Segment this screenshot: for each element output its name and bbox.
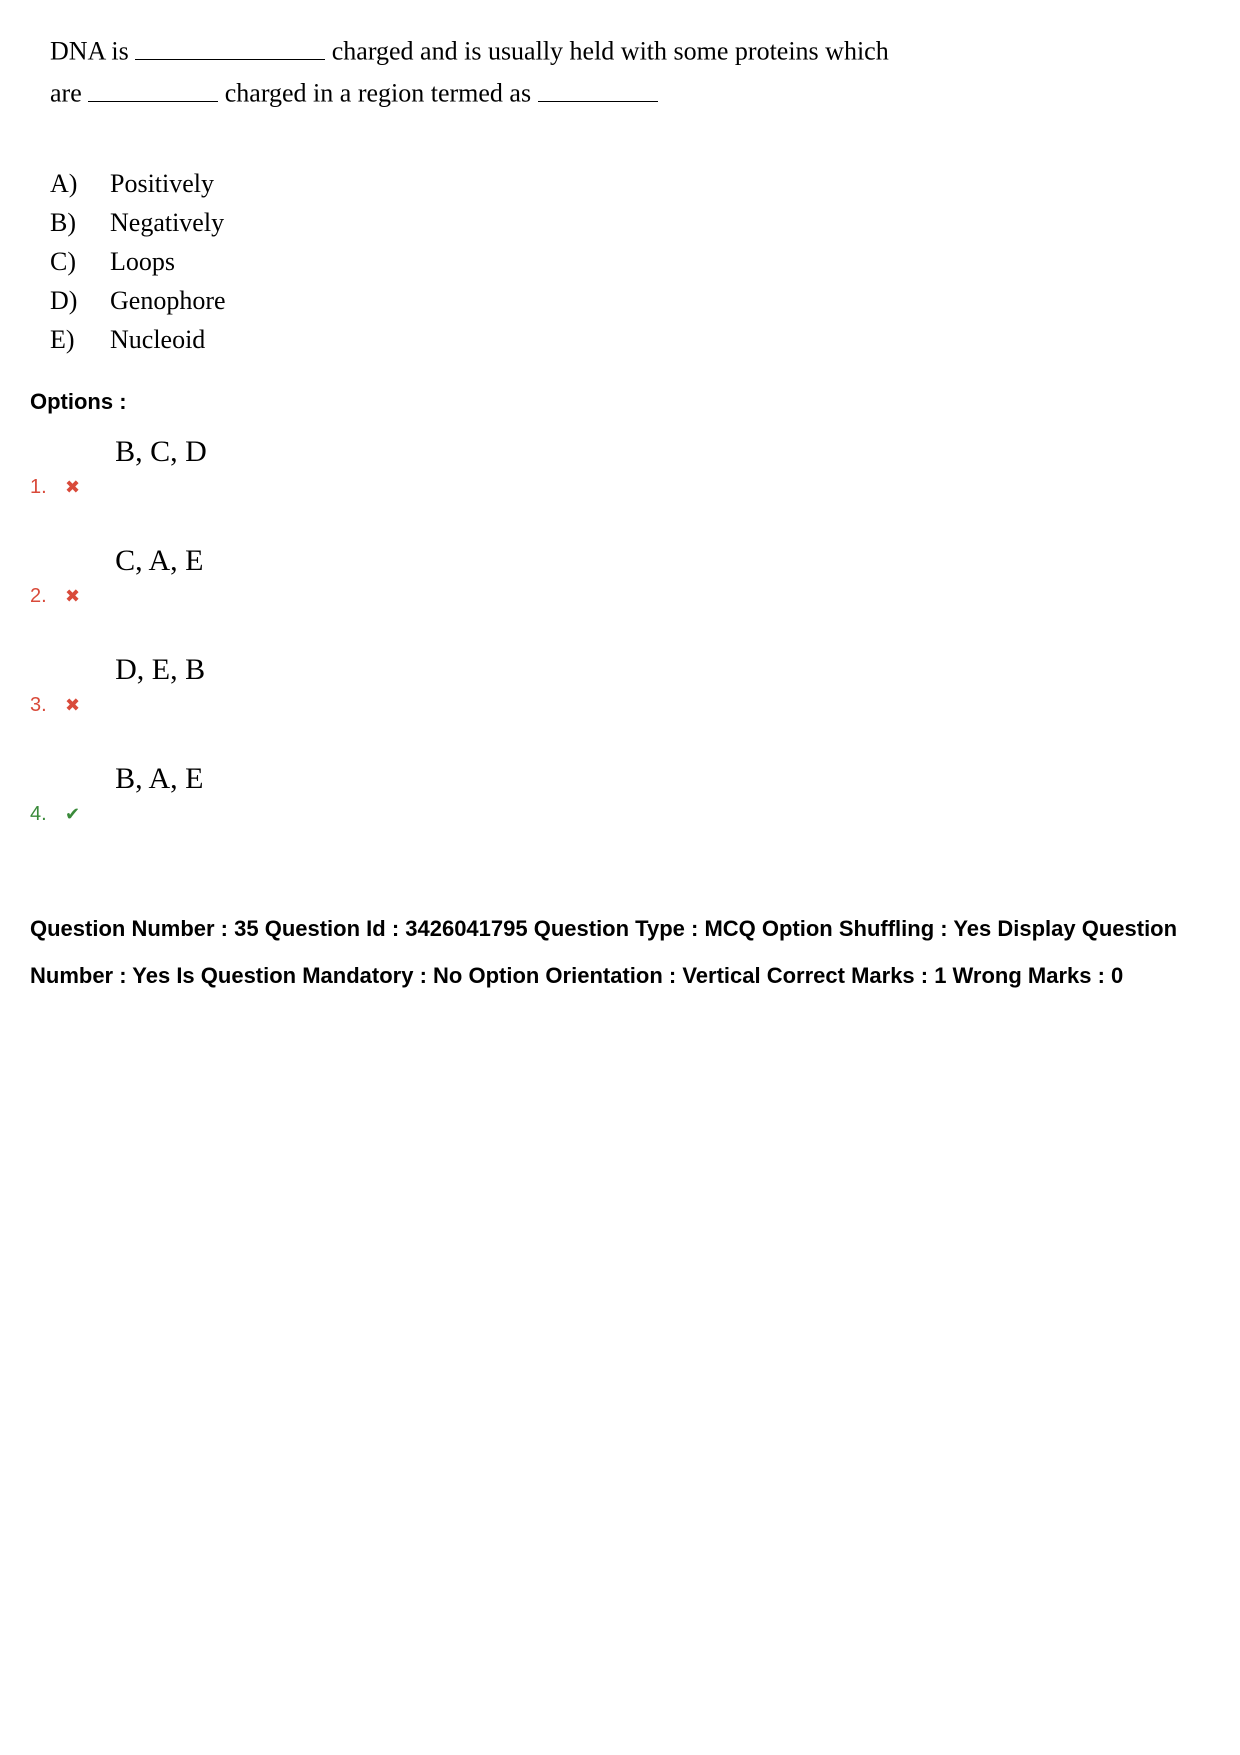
choice-b: B) Negatively [50,203,1210,242]
question-part-3: are [50,79,88,108]
choice-e: E) Nucleoid [50,320,1210,359]
choice-a: A) Positively [50,164,1210,203]
option-number: 2. [30,585,65,608]
question-part-1: DNA is [50,37,135,66]
option-text: D, E, B [95,653,205,717]
option-number: 1. [30,476,65,499]
choice-text: Positively [110,164,214,203]
cross-icon: ✖ [65,695,80,716]
choice-letter: B) [50,203,110,242]
option-number: 3. [30,694,65,717]
blank-2 [88,72,218,102]
question-stem: DNA is charged and is usually held with … [30,30,1210,114]
option-3: 3. ✖ D, E, B [30,653,1210,717]
answer-choices: A) Positively B) Negatively C) Loops D) … [30,164,1210,359]
option-text: B, C, D [95,435,207,499]
check-icon: ✔ [65,804,80,825]
blank-3 [538,72,658,102]
option-number: 4. [30,803,65,826]
blank-1 [135,30,325,60]
choice-letter: E) [50,320,110,359]
option-text: B, A, E [95,762,203,826]
option-1: 1. ✖ B, C, D [30,435,1210,499]
question-part-4: charged in a region termed as [225,79,538,108]
options-heading: Options : [30,389,1210,415]
question-part-2: charged and is usually held with some pr… [332,37,889,66]
choice-text: Loops [110,242,175,281]
cross-icon: ✖ [65,586,80,607]
option-2: 2. ✖ C, A, E [30,544,1210,608]
choice-text: Genophore [110,281,226,320]
question-metadata: Question Number : 35 Question Id : 34260… [30,906,1210,998]
options-list: 1. ✖ B, C, D 2. ✖ C, A, E 3. ✖ D, E, B 4… [30,435,1210,826]
choice-c: C) Loops [50,242,1210,281]
choice-letter: C) [50,242,110,281]
choice-text: Negatively [110,203,224,242]
option-4: 4. ✔ B, A, E [30,762,1210,826]
option-text: C, A, E [95,544,203,608]
choice-letter: D) [50,281,110,320]
choice-text: Nucleoid [110,320,205,359]
choice-d: D) Genophore [50,281,1210,320]
cross-icon: ✖ [65,477,80,498]
choice-letter: A) [50,164,110,203]
